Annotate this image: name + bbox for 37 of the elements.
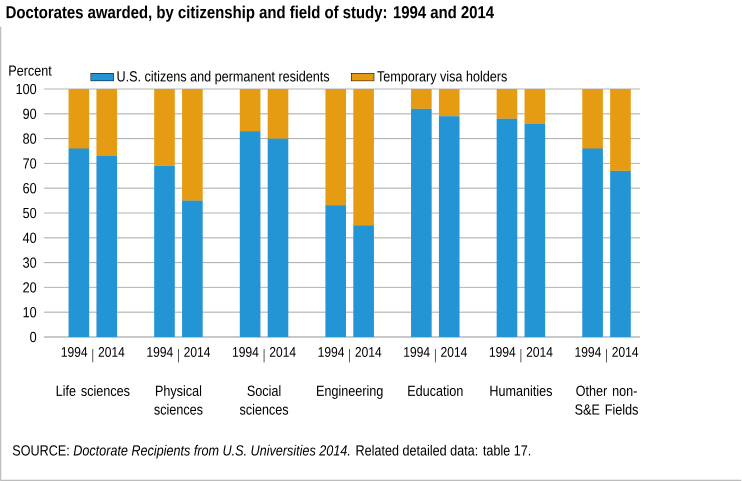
x-tick-label: 1994 [147,347,173,357]
x-tick-label: 1994 [318,347,344,357]
y-tick-label: 90 [23,108,36,119]
text: Life sciences [56,385,130,396]
text: Engineering [317,385,382,399]
x-tick-label: 2014 [355,347,382,357]
y-tick-label: 60 [23,183,36,194]
y-tick-label: 50 [23,208,36,218]
x-tick-label: 2014 [270,347,296,357]
y-axis-title: Percent [9,66,52,76]
chart-title: Doctorates awarded, by citizenship and field of study: 1994 and 2014 [6,6,494,22]
text: Physical sciences [154,385,203,415]
x-tick-label: 2014 [184,347,210,357]
x-tick-label: 2014 [98,347,124,357]
text: Humanities [490,385,552,396]
y-tick-label: 70 [23,158,36,169]
x-tick-label: 2014 [441,347,467,357]
x-tick-label: 1994 [404,347,430,357]
text: Other non-S&E Fields [575,385,638,415]
x-tick-label: 1994 [575,347,601,357]
y-tick-label: 0 [30,332,36,342]
y-tick-label: 100 [16,84,36,94]
x-tick-label: 1994 [490,347,516,357]
x-tick-label: 1994 [232,347,258,357]
legend-label: U.S. citizens and permanent residents [118,70,330,84]
x-tick-label: 1994 [62,347,88,357]
text: Social sciences [240,385,288,415]
text: Education [408,385,463,396]
y-tick-label: 80 [23,133,36,144]
y-tick-label: 10 [24,307,36,318]
x-tick-label: 2014 [526,347,553,357]
y-tick-label: 40 [22,232,36,243]
y-tick-label: 30 [23,257,36,268]
x-tick-label: 2014 [612,347,638,357]
source-note: SOURCE: Doctorate Recipients from U.S. Universities 2014. Related detailed data: table 17. [12,444,530,458]
y-tick-label: 20 [23,282,36,293]
legend-label: Temporary visa holders [377,70,507,84]
